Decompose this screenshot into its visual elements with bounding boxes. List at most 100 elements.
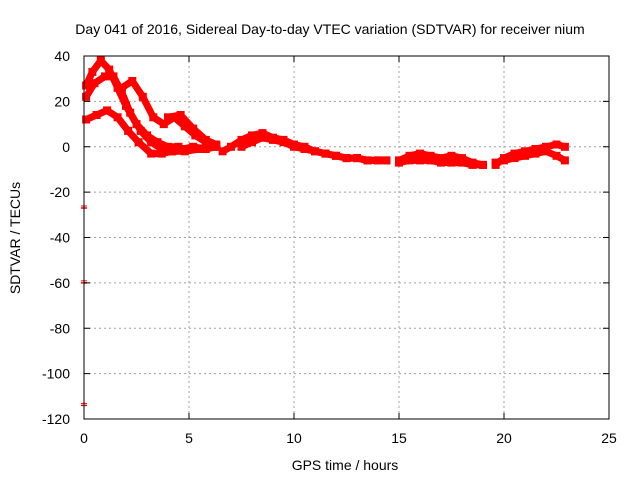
data-point bbox=[437, 158, 445, 167]
data-point bbox=[159, 120, 168, 129]
data-point bbox=[290, 142, 298, 151]
data-point bbox=[134, 138, 143, 147]
data-point bbox=[395, 158, 403, 167]
x-axis-label: GPS time / hours bbox=[292, 457, 399, 473]
data-point bbox=[521, 151, 529, 160]
data-point bbox=[237, 142, 246, 151]
data-point bbox=[124, 126, 133, 135]
data-point bbox=[113, 113, 122, 122]
data-point bbox=[552, 151, 561, 160]
data-point bbox=[101, 72, 109, 81]
data-point bbox=[191, 131, 200, 140]
data-point bbox=[147, 138, 156, 147]
data-point bbox=[542, 147, 550, 156]
y-tick-label: -60 bbox=[50, 275, 70, 291]
data-point bbox=[109, 72, 118, 81]
data-point bbox=[531, 149, 540, 158]
data-point bbox=[248, 138, 256, 147]
data-point bbox=[363, 156, 372, 165]
data-point bbox=[168, 147, 177, 156]
data-point bbox=[218, 147, 227, 156]
x-tick-label: 25 bbox=[601, 430, 617, 446]
data-point bbox=[279, 138, 288, 147]
data-point bbox=[552, 140, 561, 149]
data-point bbox=[103, 106, 112, 115]
data-point bbox=[105, 65, 114, 74]
data-point bbox=[157, 149, 166, 158]
data-point bbox=[248, 131, 256, 140]
data-point bbox=[437, 154, 445, 163]
data-point bbox=[201, 135, 210, 144]
data-point bbox=[149, 113, 158, 122]
data-point bbox=[180, 122, 189, 131]
data-point bbox=[531, 145, 540, 153]
data-point bbox=[189, 142, 198, 151]
data-point bbox=[542, 142, 550, 151]
data-point bbox=[176, 111, 185, 119]
data-point bbox=[300, 145, 309, 153]
data-point bbox=[128, 77, 137, 85]
y-tick-label: -120 bbox=[42, 411, 70, 427]
y-tick-label: 0 bbox=[62, 139, 70, 155]
data-point bbox=[447, 158, 456, 167]
data-point bbox=[374, 156, 382, 165]
data-point bbox=[560, 142, 569, 151]
data-point bbox=[405, 156, 414, 165]
y-axis-label: SDTVAR / TECUs bbox=[7, 182, 23, 294]
x-tick-label: 20 bbox=[496, 430, 512, 446]
data-point bbox=[510, 149, 519, 158]
data-point bbox=[201, 145, 210, 153]
data-point bbox=[521, 147, 529, 156]
data-series bbox=[81, 56, 569, 407]
axis-ticks: 0 5 10 15 20 25 -120 -100 -80 -60 -40 -20 0 20 40 bbox=[42, 48, 617, 446]
data-point bbox=[269, 135, 277, 144]
data-point bbox=[136, 126, 145, 135]
data-point bbox=[500, 156, 508, 165]
data-point bbox=[332, 151, 340, 160]
data-point bbox=[416, 156, 424, 165]
data-point bbox=[426, 156, 435, 165]
data-point bbox=[510, 154, 519, 163]
data-point bbox=[447, 151, 456, 160]
x-tick-label: 0 bbox=[80, 430, 88, 446]
data-point bbox=[382, 156, 391, 165]
data-point bbox=[92, 111, 101, 119]
data-point bbox=[258, 129, 267, 138]
x-tick-label: 15 bbox=[391, 430, 407, 446]
data-point bbox=[147, 149, 156, 158]
data-point bbox=[82, 81, 91, 90]
data-point bbox=[88, 67, 97, 76]
y-tick-label: 40 bbox=[54, 48, 70, 64]
y-tick-label: -80 bbox=[50, 320, 70, 336]
grid-lines bbox=[84, 56, 609, 419]
data-point bbox=[126, 108, 135, 117]
data-point bbox=[342, 154, 351, 163]
data-point bbox=[416, 149, 424, 158]
y-tick-label: 20 bbox=[54, 93, 70, 109]
data-point bbox=[212, 140, 221, 149]
data-point bbox=[426, 151, 435, 160]
data-point bbox=[458, 158, 466, 167]
data-point bbox=[479, 160, 487, 169]
y-tick-label: -100 bbox=[42, 366, 70, 382]
data-point bbox=[117, 88, 126, 97]
data-point bbox=[311, 147, 319, 156]
data-point bbox=[164, 113, 172, 122]
data-point bbox=[458, 154, 466, 163]
data-point bbox=[258, 133, 267, 142]
data-point bbox=[178, 145, 187, 153]
y-tick-label: -20 bbox=[50, 184, 70, 200]
x-tick-label: 10 bbox=[286, 430, 302, 446]
y-tick-label: -40 bbox=[50, 230, 70, 246]
data-point bbox=[560, 156, 569, 165]
chart-title: Day 041 of 2016, Sidereal Day-to-day VTE… bbox=[75, 21, 584, 37]
data-point bbox=[321, 149, 330, 158]
data-point bbox=[96, 56, 105, 65]
data-point bbox=[227, 142, 235, 151]
data-point bbox=[82, 115, 91, 124]
data-point bbox=[468, 160, 477, 169]
data-point bbox=[82, 92, 91, 101]
data-point bbox=[117, 83, 126, 92]
data-point bbox=[237, 135, 246, 144]
